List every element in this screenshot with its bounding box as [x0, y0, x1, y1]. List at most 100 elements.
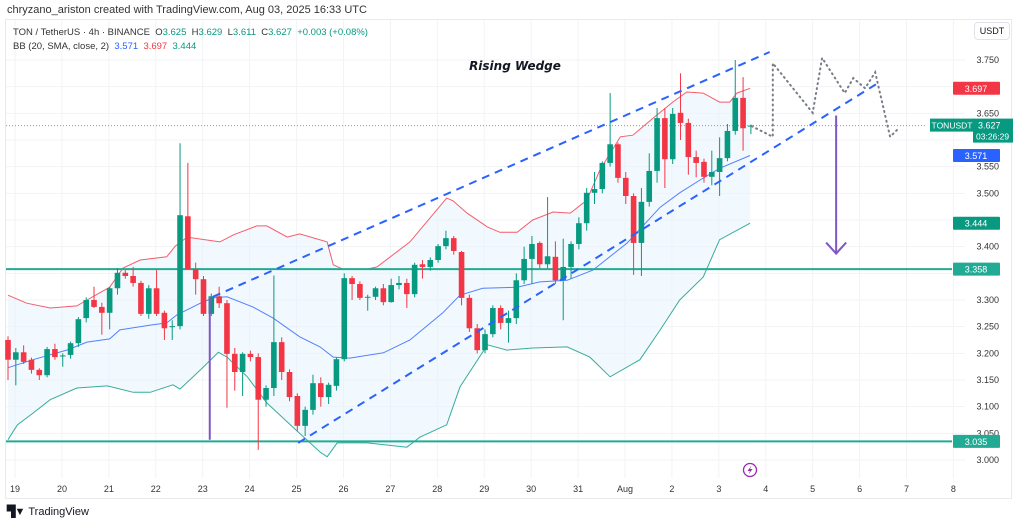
candle-body	[52, 349, 58, 358]
candle-body	[654, 118, 660, 171]
author-credit: chryzano_ariston created with TradingVie…	[7, 4, 367, 16]
candle	[396, 275, 402, 290]
candle-body	[294, 395, 301, 426]
bb-lower-tag-bg	[953, 216, 1000, 230]
candle	[669, 107, 676, 164]
candle	[52, 343, 58, 360]
currency-unit-button[interactable]: USDT	[974, 22, 1010, 40]
symbol-label[interactable]: TON / TetherUS · 4h · BINANCE	[13, 27, 150, 38]
price-tick-label: 3.200	[976, 348, 999, 358]
time-tick-label: 26	[338, 484, 348, 494]
time-axis[interactable]: 19 20 21 22 23 24 25 26 27 28 29 30 31 Aug 2 3 4 5 6 7 8	[10, 484, 956, 494]
projection-path	[750, 55, 899, 139]
candle	[208, 293, 215, 316]
candle	[458, 250, 465, 306]
candle	[138, 280, 144, 316]
candle	[709, 150, 715, 186]
candle-body	[357, 283, 363, 298]
candle	[701, 158, 707, 183]
candle-body	[325, 384, 332, 398]
candle-body	[247, 353, 254, 358]
tradingview-brand[interactable]: ▜▼ TradingView	[7, 505, 89, 519]
close-value: 3.627	[268, 27, 292, 38]
drawings[interactable]	[208, 51, 899, 444]
candle-body	[630, 195, 637, 243]
candle	[552, 241, 559, 284]
candle	[216, 286, 222, 308]
price-axis[interactable]: 3.750 3.650 3.550 3.500 3.400 3.300 3.250 3.200…	[976, 55, 999, 465]
bb-basis-tag-bg	[953, 148, 1000, 162]
price-tick-label: 3.500	[976, 188, 999, 198]
candle	[513, 273, 520, 324]
price-tick-label: 3.100	[976, 402, 999, 412]
lightning-icon[interactable]	[742, 462, 758, 478]
time-tick-label: 23	[198, 484, 208, 494]
candle	[318, 377, 324, 407]
candle	[161, 310, 168, 340]
time-tick-label: 28	[432, 484, 442, 494]
time-tick-label: 24	[245, 484, 255, 494]
candle-body	[169, 326, 176, 328]
candle-body	[380, 288, 387, 303]
candle	[200, 275, 207, 316]
candle	[75, 317, 82, 347]
time-tick-label: Aug	[617, 484, 633, 494]
candle	[36, 368, 43, 380]
candle	[169, 320, 176, 340]
candle-body	[701, 161, 707, 177]
candles	[5, 60, 754, 450]
level-high-tag: 3.358	[965, 265, 988, 275]
candle	[607, 93, 613, 167]
candle-body	[677, 112, 684, 123]
candle-body	[231, 353, 238, 372]
wedge-lower-trendline	[297, 81, 881, 444]
candle	[310, 374, 316, 415]
candle-body	[318, 383, 324, 398]
bb-basis-tag: 3.571	[965, 151, 988, 161]
candle-body	[591, 189, 598, 193]
candle-body	[685, 122, 692, 158]
candle	[646, 153, 653, 207]
candle	[302, 406, 308, 436]
candle	[568, 241, 574, 279]
candle	[20, 345, 27, 364]
candle-body	[505, 318, 512, 323]
candle	[341, 273, 348, 362]
time-tick-label: 8	[951, 484, 956, 494]
candle	[59, 353, 66, 367]
candle	[685, 118, 692, 175]
candle-body	[693, 157, 699, 163]
chart-panel[interactable]	[5, 19, 1012, 499]
candle	[177, 143, 183, 330]
candle	[724, 123, 731, 162]
candle-body	[341, 278, 348, 360]
candle-body	[497, 307, 504, 323]
open-label: O	[155, 27, 163, 38]
price-tags: 3.697 3.571 3.444 3.358 3.035 TONUSDT 3.62703:…	[930, 81, 1013, 448]
price-tick-label: 3.550	[976, 162, 999, 172]
candle-body	[560, 266, 567, 281]
candle	[474, 323, 480, 354]
candle-body	[67, 343, 74, 355]
candle	[67, 341, 74, 359]
candle	[5, 336, 11, 380]
candle-body	[20, 352, 27, 362]
candle-body	[450, 238, 457, 251]
bb-label[interactable]: BB (20, SMA, close, 2)	[13, 41, 110, 52]
candle	[294, 393, 301, 431]
candle-body	[732, 97, 739, 131]
candle	[255, 353, 262, 450]
candle-body	[443, 238, 449, 247]
candle-body	[638, 201, 645, 243]
candle-body	[153, 288, 160, 314]
price-tick-label: 3.000	[976, 455, 999, 465]
candle	[325, 382, 332, 404]
candle	[192, 262, 199, 295]
candle-body	[427, 259, 434, 267]
candle-body	[474, 328, 480, 351]
candle	[677, 73, 684, 140]
price-tick-label: 3.750	[976, 55, 999, 65]
candle-body	[646, 170, 653, 202]
candle-body	[607, 144, 613, 163]
